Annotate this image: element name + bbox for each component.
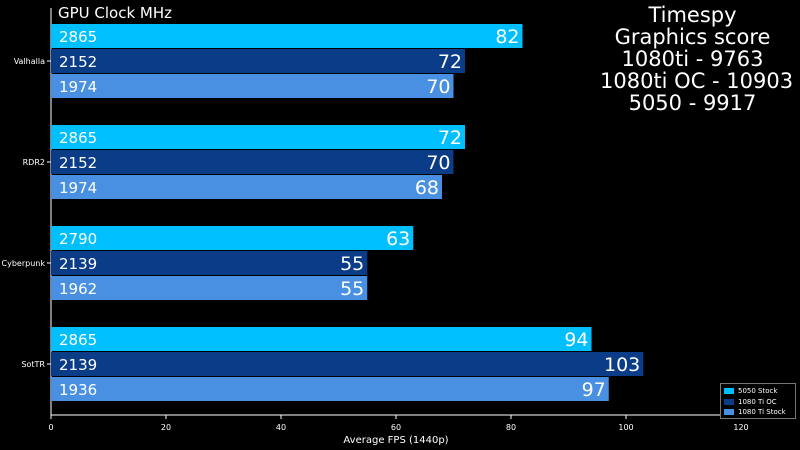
- gpu-clock-heading: GPU Clock MHz: [58, 4, 173, 22]
- x-tick-label: 20: [161, 423, 171, 432]
- bar: [51, 150, 454, 174]
- bar: [51, 352, 644, 376]
- score-line: 1080ti - 9763: [621, 47, 764, 71]
- bar: [51, 377, 609, 401]
- value-label: 72: [438, 127, 462, 149]
- clock-label: 1974: [59, 179, 97, 197]
- clock-label: 2865: [59, 28, 97, 46]
- value-label: 103: [604, 354, 640, 376]
- bar: [51, 49, 465, 73]
- x-tick-label: 40: [276, 423, 286, 432]
- clock-label: 2865: [59, 331, 97, 349]
- score-line: Graphics score: [614, 25, 771, 49]
- value-label: 68: [415, 177, 439, 199]
- x-tick-label: 100: [618, 423, 633, 432]
- legend-item: 5050 Stock: [724, 386, 792, 397]
- category-label: Valhalla: [14, 57, 45, 66]
- clock-label: 2139: [59, 356, 97, 374]
- legend-label: 5050 Stock: [738, 387, 778, 396]
- legend-item: 1080 Ti OC: [724, 397, 792, 408]
- value-label: 55: [340, 253, 364, 275]
- bar: [51, 327, 592, 351]
- clock-label: 1962: [59, 280, 97, 298]
- clock-label: 2790: [59, 230, 97, 248]
- bar: [51, 251, 368, 275]
- x-axis-label: Average FPS (1440p): [343, 435, 448, 446]
- legend-swatch: [724, 388, 734, 395]
- bar: [51, 276, 368, 300]
- score-line: 5050 - 9917: [628, 91, 757, 115]
- x-tick-label: 0: [48, 423, 53, 432]
- value-label: 94: [564, 329, 588, 351]
- bar: [51, 226, 414, 250]
- category-label: Cyberpunk: [2, 259, 46, 268]
- value-label: 63: [386, 228, 410, 250]
- value-label: 70: [426, 76, 450, 98]
- clock-label: 2865: [59, 129, 97, 147]
- clock-label: 2152: [59, 53, 97, 71]
- timespy-score-panel: Timespy Graphics score 1080ti - 9763 108…: [600, 3, 794, 115]
- x-tick-label: 80: [506, 423, 516, 432]
- score-line: 1080ti OC - 10903: [600, 69, 794, 93]
- legend-item: 1080 Ti Stock: [724, 407, 792, 418]
- value-label: 82: [495, 26, 519, 48]
- category-label: RDR2: [23, 158, 45, 167]
- bar: [51, 24, 523, 48]
- legend-swatch: [724, 398, 734, 405]
- bar: [51, 125, 465, 149]
- score-line: Timespy: [648, 3, 737, 27]
- x-tick-label: 120: [733, 423, 748, 432]
- clock-label: 2139: [59, 255, 97, 273]
- legend-swatch: [724, 409, 734, 416]
- legend: 5050 Stock 1080 Ti OC 1080 Ti Stock: [720, 383, 796, 419]
- value-label: 97: [582, 379, 606, 401]
- value-label: 55: [340, 278, 364, 300]
- legend-label: 1080 Ti OC: [738, 397, 777, 406]
- bar: [51, 74, 454, 98]
- legend-label: 1080 Ti Stock: [738, 408, 786, 417]
- value-label: 70: [426, 152, 450, 174]
- category-label: SotTR: [21, 360, 45, 369]
- bar: [51, 175, 442, 199]
- clock-label: 1974: [59, 78, 97, 96]
- value-label: 72: [438, 51, 462, 73]
- clock-label: 1936: [59, 381, 97, 399]
- x-tick-label: 60: [391, 423, 401, 432]
- clock-label: 2152: [59, 154, 97, 172]
